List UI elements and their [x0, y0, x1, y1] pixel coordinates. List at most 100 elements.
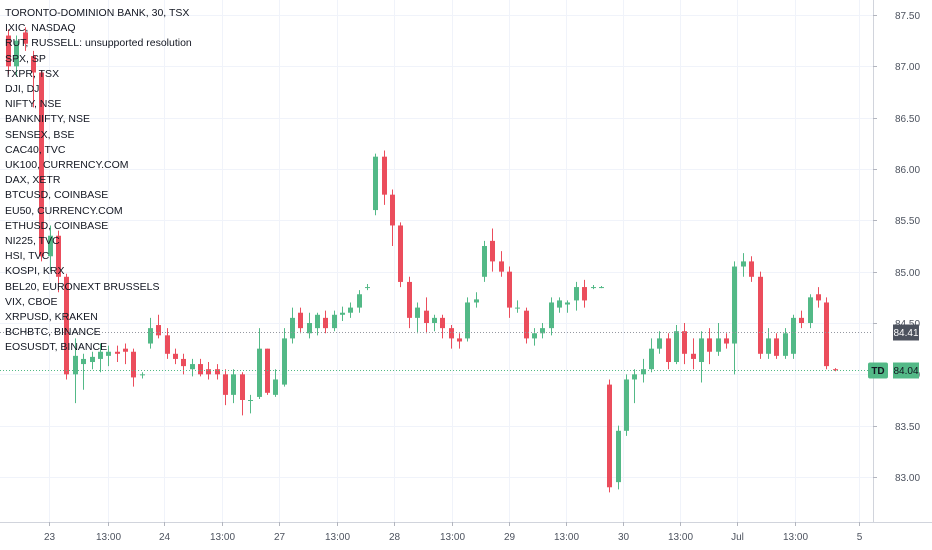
legend-entry[interactable]: IXIC, NASDAQ	[5, 22, 76, 35]
candle	[524, 307, 529, 344]
candle	[707, 328, 712, 365]
legend-entry[interactable]: BCHBTC, BINANCE	[5, 326, 101, 339]
candle	[657, 331, 662, 354]
legend-entry[interactable]: SENSEX, BSE	[5, 128, 75, 141]
candle-body	[148, 328, 153, 344]
candle-body	[31, 56, 36, 73]
candle-body	[115, 351, 120, 354]
y-tick-label: 87.50	[895, 11, 920, 22]
candle-body	[398, 225, 403, 282]
legend-entry[interactable]: UK100, CURRENCY.COM	[5, 159, 129, 172]
candle-body	[557, 300, 562, 308]
candle	[123, 343, 128, 365]
legend-entry[interactable]: VIX, CBOE	[5, 295, 58, 308]
legend-entry[interactable]: BEL20, EURONEXT BRUSSELS	[5, 280, 160, 293]
candle	[223, 369, 228, 406]
legend-entry[interactable]: BTCUSD, COINBASE	[5, 189, 109, 202]
y-axis[interactable]: 87.5087.0086.5086.0085.5085.0084.5084.00…	[868, 0, 920, 522]
candle	[432, 314, 437, 332]
candle-body	[14, 40, 19, 67]
candle-body	[666, 338, 671, 363]
x-axis[interactable]: 23 13:00 24 13:00 27 13:00 28 13:00 29 13:00 30 13:…	[0, 522, 932, 543]
candle	[323, 310, 328, 334]
x-tick-label: 13:00	[783, 532, 808, 543]
candle	[90, 351, 95, 370]
candle-body	[282, 338, 287, 385]
legend-entry[interactable]: DJI, DJ	[5, 83, 40, 96]
candle-body	[206, 369, 211, 375]
candle-body	[808, 297, 813, 323]
legend-entry[interactable]: ETHUSD, COINBASE	[5, 219, 109, 232]
candle-body	[81, 358, 86, 365]
legend-entry[interactable]: DAX, XETR	[5, 174, 61, 187]
candle	[398, 222, 403, 288]
legend-entry[interactable]: NI225, TVC	[5, 235, 60, 248]
candle	[557, 297, 562, 313]
candle	[591, 285, 596, 290]
candle-body	[257, 348, 262, 397]
x-tick-label: Jul	[731, 532, 744, 543]
candle-body	[532, 333, 537, 339]
legend-entry[interactable]: KOSPI, KRX	[5, 265, 65, 278]
candle-body	[415, 307, 420, 318]
candle-body	[373, 156, 378, 211]
candle-body	[98, 351, 103, 359]
candle	[298, 307, 303, 334]
candle	[540, 323, 545, 339]
candle-body	[73, 355, 78, 375]
x-tick-label: 13:00	[96, 532, 121, 543]
x-tick-label: 24	[159, 532, 171, 543]
candle	[682, 323, 687, 365]
candle-body	[699, 338, 704, 363]
candle-body	[682, 331, 687, 354]
candle	[231, 369, 236, 404]
candle	[474, 292, 479, 308]
candle-body	[140, 374, 145, 376]
grid	[0, 0, 873, 522]
legend-entry[interactable]: EU50, CURRENCY.COM	[5, 204, 123, 217]
x-tick-label: 28	[389, 532, 401, 543]
legend-entry[interactable]: XRPUSD, KRAKEN	[5, 311, 98, 324]
legend-entry[interactable]: BANKNIFTY, NSE	[5, 113, 90, 126]
candle	[373, 153, 378, 216]
candle	[666, 333, 671, 370]
candle-body	[440, 317, 445, 329]
legend-entry[interactable]: NIFTY, NSE	[5, 98, 62, 111]
candle	[582, 279, 587, 308]
candle	[156, 314, 161, 339]
candle	[699, 331, 704, 383]
candle-body	[457, 338, 462, 342]
candle	[81, 353, 86, 390]
legend-entry[interactable]: SPX, SP	[5, 52, 46, 65]
legend-entry[interactable]: HSI, TVC	[5, 250, 50, 263]
legend-entry[interactable]: TXPR, TSX	[5, 67, 60, 80]
x-tick-label: 23	[44, 532, 56, 543]
candle	[499, 251, 504, 277]
x-tick-label: 27	[274, 532, 286, 543]
candle-body	[465, 302, 470, 339]
candle	[791, 314, 796, 359]
legend-entry[interactable]: EOSUSDT, BINANCE	[5, 341, 108, 354]
x-tick-label: 13:00	[440, 532, 465, 543]
x-tick-label: 13:00	[210, 532, 235, 543]
candle-body	[173, 353, 178, 359]
candle-body	[490, 240, 495, 262]
candle	[624, 374, 629, 436]
candle	[6, 29, 11, 75]
candle-body	[48, 235, 53, 257]
candle	[716, 323, 721, 356]
ticker-badge: TD	[871, 366, 884, 377]
x-tick-label: 5	[857, 532, 863, 543]
y-tick-label: 85.00	[895, 268, 920, 279]
legend-entry[interactable]: RUT, RUSSELL: unsupported resolution	[5, 37, 192, 50]
candle-body	[474, 299, 479, 303]
candle-body	[340, 312, 345, 315]
candle	[265, 348, 270, 395]
candle-body	[649, 348, 654, 370]
legend-list: IXIC, NASDAQ RUT, RUSSELL: unsupported re…	[5, 21, 192, 355]
candle	[457, 333, 462, 349]
crosshair-price-label-bg	[893, 324, 919, 341]
legend-entry[interactable]: CAC40, TVC	[5, 143, 66, 156]
